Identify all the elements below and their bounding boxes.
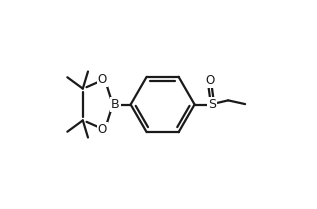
Text: O: O: [206, 74, 215, 87]
Text: O: O: [98, 73, 107, 86]
Text: O: O: [98, 123, 107, 136]
Text: S: S: [208, 98, 216, 111]
Text: B: B: [111, 98, 120, 111]
